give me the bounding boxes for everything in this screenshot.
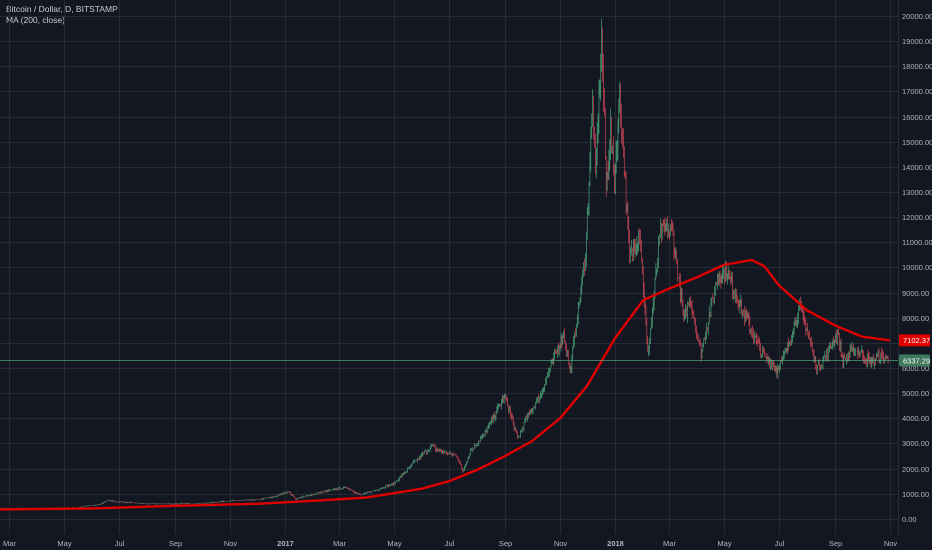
y-tick-label: 15000.00 [902,138,932,147]
x-tick-label: May [57,539,71,548]
x-tick-label: Mar [3,539,16,548]
y-tick-label: 17000.00 [902,87,932,96]
last-price-label [899,354,930,367]
y-tick-label: 6000.00 [902,364,929,373]
y-tick-label: 18000.00 [902,62,932,71]
symbol-title[interactable]: Bitcoin / Dollar, D, BITSTAMP [6,4,118,14]
x-tick-label: Mar [333,539,346,548]
x-tick-label: Sep [829,539,842,548]
y-tick-label: 14000.00 [902,163,932,172]
x-tick-label: May [717,539,731,548]
candles [0,18,889,510]
y-tick-label: 12000.00 [902,213,932,222]
x-tick-label: Jul [775,539,785,548]
y-tick-label: 11000.00 [902,238,932,247]
ma-price-label-text: 7102.37 [903,336,930,345]
x-tick-label: 2017 [277,539,294,548]
x-tick-label: Jul [445,539,455,548]
indicator-label[interactable]: MA (200, close) [6,15,66,25]
price-axis-bg [898,0,932,550]
time-axis[interactable]: Mar May Jul Sep Nov 2017 Mar May Jul Sep Nov 2018 Ma… [3,539,897,548]
y-tick-label: 0.00 [902,515,917,524]
moving-average [0,258,891,511]
x-tick-label: Nov [884,539,898,548]
x-tick-label: May [387,539,401,548]
y-tick-label: 13000.00 [902,188,932,197]
y-tick-label: 16000.00 [902,113,932,122]
x-tick-label: Jul [115,539,125,548]
last-price-label-text: 6337.29 [903,356,930,365]
x-tick-label: Sep [169,539,182,548]
chart-legend: Bitcoin / Dollar, D, BITSTAMP MA (200, c… [6,4,118,26]
ma-price-label [899,334,930,347]
y-tick-label: 10000.00 [902,263,932,272]
x-tick-label: 2018 [607,539,624,548]
y-tick-label: 4000.00 [902,414,929,423]
x-tick-label: Nov [554,539,568,548]
y-tick-label: 5000.00 [902,389,929,398]
axis-price-labels: 7102.37 6337.29 [899,334,930,367]
x-tick-label: Sep [499,539,512,548]
y-tick-label: 2000.00 [902,465,929,474]
x-tick-label: Nov [224,539,238,548]
y-tick-label: 20000.00 [902,12,932,21]
y-tick-label: 3000.00 [902,439,929,448]
x-tick-label: Mar [663,539,676,548]
y-tick-label: 1000.00 [902,490,929,499]
y-tick-label: 9000.00 [902,289,929,298]
price-axis[interactable]: 0.00 1000.00 2000.00 3000.00 4000.00 5000.00 6… [898,0,932,550]
grid [0,0,898,534]
y-tick-label: 8000.00 [902,314,929,323]
y-tick-label: 19000.00 [902,37,932,46]
ma-200-line [0,258,891,511]
